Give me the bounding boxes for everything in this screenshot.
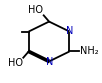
Text: N: N bbox=[46, 57, 53, 67]
Text: HO: HO bbox=[8, 58, 23, 68]
Text: HO: HO bbox=[28, 5, 43, 15]
Text: NH₂: NH₂ bbox=[80, 46, 98, 56]
Text: N: N bbox=[66, 26, 74, 36]
